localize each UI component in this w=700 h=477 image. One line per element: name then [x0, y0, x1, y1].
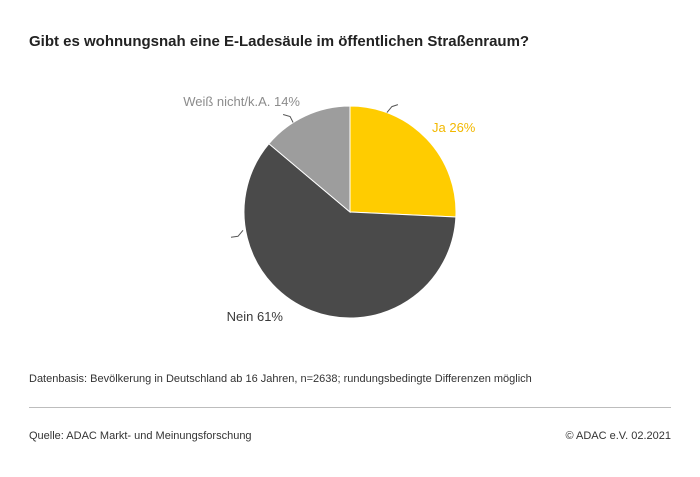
data-basis-note: Datenbasis: Bevölkerung in Deutschland a…	[29, 373, 532, 385]
copyright-note: © ADAC e.V. 02.2021	[565, 430, 671, 442]
leader-line-weiss-nicht	[282, 114, 294, 123]
source-note: Quelle: ADAC Markt- und Meinungsforschun…	[29, 430, 252, 442]
chart-title: Gibt es wohnungsnah eine E-Ladesäule im …	[29, 33, 530, 50]
pie-slice-ja	[349, 105, 457, 218]
slice-label-ja: Ja 26%	[432, 120, 476, 135]
pie-slice-nein	[243, 143, 457, 319]
slice-label-nein: Nein 61%	[227, 309, 284, 324]
pie-slice-weiss-nicht	[268, 105, 351, 214]
slice-label-weiss-nicht: Weiß nicht/k.A. 14%	[183, 94, 300, 109]
leader-line-nein	[230, 229, 244, 238]
footer-divider	[29, 407, 671, 408]
leader-line-ja	[386, 104, 399, 113]
